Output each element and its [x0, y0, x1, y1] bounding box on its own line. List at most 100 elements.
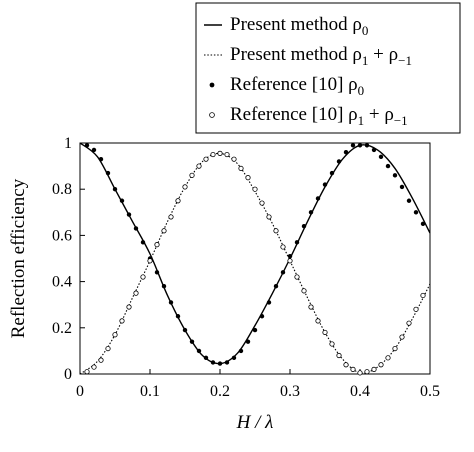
reference-rho0-point [189, 339, 195, 344]
legend-entry-suffix-subscript: −1 [394, 113, 408, 128]
legend-entry-label: Reference [10] ρ1 + ρ−1 [230, 104, 408, 128]
reference-rho1-point [399, 334, 405, 340]
reference-rho1-point [413, 306, 419, 312]
reference-rho0-point [301, 223, 307, 229]
reference-rho0-point [91, 147, 97, 153]
reference-rho1-point [126, 304, 132, 310]
reference-rho0-point [315, 196, 321, 201]
reference-rho0-point [126, 212, 132, 217]
legend-swatch-filled-dot [209, 82, 215, 88]
reference-rho0-point [238, 348, 244, 354]
reference-rho0-point [385, 163, 391, 169]
reference-rho1-point [168, 214, 174, 220]
legend-entry-text: Reference [10] ρ [230, 104, 358, 125]
reference-rho1-point [231, 156, 237, 162]
reference-rho0-point [343, 150, 349, 155]
reference-rho0-point [252, 327, 258, 333]
reference-rho0-point [420, 221, 426, 227]
reference-rho1-point [357, 370, 363, 376]
reference-rho0-point [196, 348, 202, 354]
reference-rho0-point [133, 226, 139, 231]
reference-rho0-point [217, 361, 223, 366]
y-tick-label: 1 [64, 135, 72, 152]
reference-rho1-point [385, 355, 391, 361]
y-tick-label: 0.2 [52, 320, 72, 337]
reference-rho1-point [119, 318, 125, 324]
reference-rho0-point [322, 182, 328, 187]
reference-rho1-point [364, 369, 370, 375]
reference-rho1-point [336, 352, 342, 359]
legend-entry-subscript: 0 [358, 83, 365, 98]
reference-rho1-point [105, 345, 111, 352]
reference-rho0-point [329, 170, 335, 176]
x-tick-label: 0.4 [350, 383, 370, 400]
y-tick-label: 0.4 [52, 274, 72, 291]
reference-rho0-point [161, 284, 167, 289]
y-tick-label: 0 [64, 366, 72, 383]
reference-rho0-point [357, 143, 363, 148]
reference-rho1-point [308, 304, 314, 310]
x-axis-label: H / λ [236, 412, 274, 433]
reference-rho1-point [196, 163, 202, 169]
reference-rho1-point [147, 258, 153, 264]
reference-rho1-point [294, 274, 300, 280]
reference-rho0-point [105, 170, 111, 176]
reference-rho1-point [252, 186, 258, 192]
axis-ticks: 0 0.1 0.2 0.3 0.4 0.5 0 0.2 0.4 0.6 0.8 1 [52, 135, 440, 400]
reference-rho1-point [203, 156, 209, 162]
reference-rho1-point [259, 200, 265, 206]
reference-rho1-point [175, 198, 181, 204]
reference-rho1-point [371, 366, 377, 372]
reference-rho0-point [112, 187, 118, 192]
legend-entry-label: Present method ρ1 + ρ−1 [230, 44, 412, 68]
reference-rho0-point [378, 154, 384, 160]
reference-rho0-point [154, 270, 160, 275]
reference-rho1-point [406, 320, 412, 326]
series-line-present-rho0 [79, 142, 431, 365]
reference-rho1-point [245, 175, 251, 181]
reference-rho0-point [406, 198, 412, 203]
reference-rho0-point [182, 327, 188, 333]
reference-rho1-point [112, 332, 118, 338]
reference-rho1-point [84, 369, 90, 375]
reference-rho0-point [413, 210, 419, 215]
reference-rho0-point [119, 198, 125, 203]
legend-frame [195, 2, 461, 134]
reference-rho0-point [210, 360, 216, 365]
reference-rho1-point [301, 288, 307, 294]
reference-rho0-point [266, 300, 272, 305]
legend-entry-suffix: + ρ [368, 44, 398, 65]
legend-entry-suffix-subscript: −1 [398, 53, 412, 68]
reference-rho1-point [315, 318, 321, 324]
reference-rho1-point [182, 184, 188, 190]
x-tick-label: 0.5 [420, 383, 440, 400]
reference-rho0-point [259, 314, 265, 319]
reference-rho0-point [287, 253, 293, 259]
series-line-present-rho1-plus-rhom1 [79, 152, 431, 375]
reference-rho1-point [154, 242, 160, 248]
reference-rho0-point [392, 173, 398, 178]
reference-rho0-point [203, 355, 209, 361]
reference-rho0-point [245, 339, 251, 344]
reference-rho0-point [364, 143, 370, 148]
reference-rho0-point [224, 360, 230, 365]
legend-swatch-open-circle [209, 112, 215, 118]
reference-rho1-point [378, 362, 384, 368]
reference-rho1-point [322, 329, 328, 336]
reference-rho1-point [98, 357, 104, 363]
reference-rho0-point [84, 143, 90, 148]
reference-rho1-point [217, 150, 223, 156]
legend-entry-suffix: + ρ [364, 104, 394, 125]
legend-entry-subscript: 0 [362, 23, 369, 38]
legend-entry-label: Reference [10] ρ0 [230, 74, 364, 98]
reference-rho0-point [168, 300, 174, 305]
reference-rho1-point [273, 228, 279, 234]
series-layer [79, 142, 431, 376]
reference-rho1-point [238, 165, 244, 172]
reference-rho0-point [294, 240, 300, 245]
x-tick-label: 0.1 [140, 383, 160, 400]
reference-rho1-point [420, 292, 426, 299]
reference-rho1-point [140, 274, 146, 280]
